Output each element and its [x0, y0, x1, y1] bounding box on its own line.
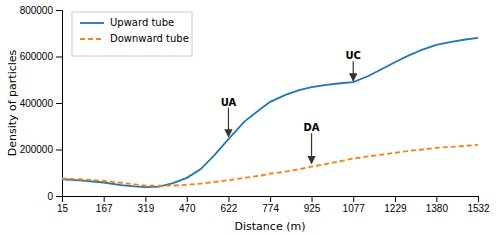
legend-entry: Upward tube — [80, 17, 174, 28]
y-tick-label: 400000 — [20, 98, 54, 109]
series-line — [62, 38, 478, 187]
legend: Upward tube Downward tube — [72, 12, 192, 56]
x-tick-mark — [353, 196, 354, 202]
legend-frame — [72, 12, 192, 56]
y-tick-label: 0 — [47, 191, 53, 202]
x-tick-mark — [104, 196, 105, 202]
y-tick: 200000 — [20, 144, 62, 155]
x-tick-label: 1532 — [467, 203, 490, 214]
x-tick-label: 1229 — [384, 203, 407, 214]
x-axis-line — [63, 197, 479, 203]
legend-label: Downward tube — [110, 33, 189, 44]
annotation-label: UC — [345, 50, 360, 61]
x-tick-mark — [270, 196, 271, 202]
series-line — [62, 145, 478, 186]
x-tick: 167 — [96, 196, 113, 214]
x-tick-mark — [395, 196, 396, 202]
x-tick-label: 622 — [221, 203, 238, 214]
legend-label: Upward tube — [110, 17, 174, 28]
x-tick: 925 — [304, 196, 321, 214]
x-tick-label: 1380 — [426, 203, 449, 214]
y-tick-label: 600000 — [20, 51, 54, 62]
annotation-arrow — [228, 108, 229, 137]
x-tick-label: 470 — [179, 203, 196, 214]
y-tick-mark — [56, 57, 62, 58]
x-tick-mark — [312, 196, 313, 202]
annotation-label: DA — [304, 122, 320, 133]
x-tick-mark — [187, 196, 188, 202]
x-tick-label: 15 — [57, 203, 69, 214]
annotation-arrow — [353, 61, 354, 81]
y-axis: 0 200000 400000 600000 800000 — [20, 5, 63, 202]
x-tick: 1532 — [467, 196, 490, 214]
x-tick: 15 — [57, 196, 69, 214]
x-tick: 1077 — [343, 196, 366, 214]
x-tick-label: 319 — [138, 203, 155, 214]
legend-entry: Downward tube — [80, 33, 189, 44]
annotation-label: UA — [221, 97, 237, 108]
plot: 15 167 319 470 622 774 925 1077 1229 1380 1532 0 200… — [20, 5, 490, 214]
x-tick: 774 — [262, 196, 279, 214]
x-tick: 319 — [138, 196, 155, 214]
x-axis: 15 167 319 470 622 774 925 1077 1229 1380 1532 — [57, 196, 490, 214]
x-tick-label: 1077 — [343, 203, 366, 214]
lines — [62, 38, 478, 187]
annotations: UA UC DA — [221, 50, 361, 163]
y-tick: 600000 — [20, 51, 62, 62]
y-tick-mark — [56, 10, 62, 11]
legend-swatch — [80, 38, 104, 40]
y-tick-mark — [56, 196, 62, 197]
chart: 15 167 319 470 622 774 925 1077 1229 1380 1532 0 200… — [0, 0, 500, 236]
x-axis-title: Distance (m) — [235, 220, 306, 233]
x-tick-mark — [228, 196, 229, 202]
x-tick-label: 774 — [262, 203, 279, 214]
x-tick-mark — [145, 196, 146, 202]
y-tick-label: 200000 — [20, 144, 54, 155]
y-tick-label: 800000 — [20, 5, 54, 16]
x-tick: 470 — [179, 196, 196, 214]
y-tick-mark — [56, 150, 62, 151]
y-axis-title: Density of particles — [6, 49, 19, 156]
x-tick-mark — [436, 196, 437, 202]
y-tick: 0 — [47, 191, 62, 202]
annotation-arrow — [311, 133, 312, 163]
x-tick: 622 — [221, 196, 238, 214]
x-tick-mark — [478, 196, 479, 202]
y-tick: 800000 — [20, 5, 62, 16]
y-tick-mark — [56, 103, 62, 104]
x-tick-label: 167 — [96, 203, 113, 214]
x-tick: 1380 — [426, 196, 449, 214]
y-axis-line — [56, 11, 63, 197]
legend-swatch — [80, 22, 104, 24]
x-tick: 1229 — [384, 196, 407, 214]
y-tick: 400000 — [20, 98, 62, 109]
x-tick-label: 925 — [304, 203, 321, 214]
